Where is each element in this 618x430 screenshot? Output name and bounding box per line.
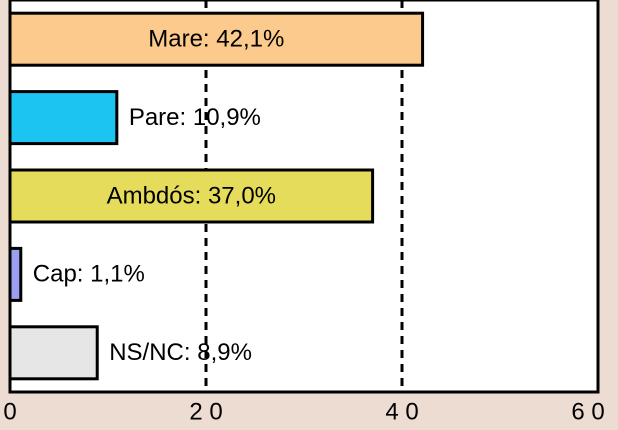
data-label: Ambdós: 37,0%: [107, 182, 276, 209]
plot-frame: [8, 0, 600, 394]
x-tick-label: 4 0: [385, 398, 418, 425]
data-label: Mare: 42,1%: [148, 26, 284, 53]
data-label: NS/NC: 8,9%: [109, 339, 252, 366]
data-label: Cap: 1,1%: [33, 261, 145, 288]
x-tick-label: 6 0: [571, 398, 604, 425]
bar: [8, 11, 425, 67]
bar: [8, 168, 375, 224]
x-tick-label: 0: [3, 398, 16, 425]
bar: [8, 325, 99, 381]
data-label: Pare: 10,9%: [129, 104, 261, 131]
bar: [8, 90, 119, 146]
bar: [8, 246, 23, 302]
x-tick-label: 2 0: [189, 398, 222, 425]
